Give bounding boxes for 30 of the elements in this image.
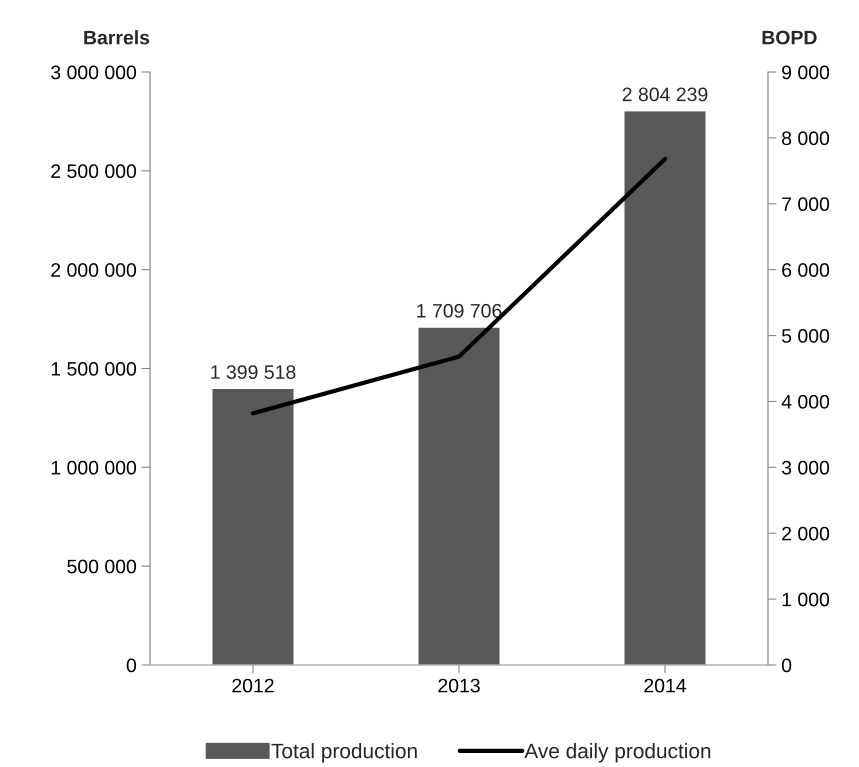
bar	[417, 326, 501, 665]
bar	[211, 388, 295, 665]
y2-tick-label: 6 000	[782, 263, 830, 277]
y2-tick-label: 5 000	[782, 329, 830, 343]
y-tick-label: 2 000 000	[51, 263, 136, 277]
y-axis-title: Barrels	[84, 30, 150, 44]
data-label: 1 709 706	[417, 304, 502, 318]
y2-tick-label: 3 000	[782, 460, 830, 475]
x-tick-label: 2012	[232, 678, 274, 692]
y-tick-label: 500 000	[67, 560, 136, 574]
data-label: 1 399 518	[211, 365, 296, 379]
data-label: 2 804 239	[622, 88, 708, 102]
x-tick-label: 2014	[644, 678, 686, 692]
legend-label: Total production	[271, 743, 417, 762]
y2-tick-label: 7 000	[782, 197, 830, 212]
y2-tick-label: 2 000	[782, 526, 830, 540]
y-tick-label: 3 000 000	[51, 65, 136, 80]
y2-tick-label: 1 000	[782, 592, 830, 606]
y-tick-label: 1 500 000	[52, 362, 136, 376]
y2-tick-label: 4 000	[782, 394, 830, 409]
bar	[623, 110, 707, 665]
y-tick-label: 2 500 000	[51, 164, 136, 178]
x-tick-label: 2013	[438, 678, 480, 692]
y2-tick-label: 8 000	[782, 131, 830, 146]
y2-tick-label: 0	[782, 658, 792, 672]
y-tick-label: 0	[126, 658, 136, 672]
legend-label: Ave daily production	[524, 743, 710, 762]
y-tick-label: 1 000 000	[52, 460, 136, 475]
y2-tick-label: 9 000	[782, 65, 830, 80]
y2-axis-title: BOPD	[762, 30, 817, 44]
